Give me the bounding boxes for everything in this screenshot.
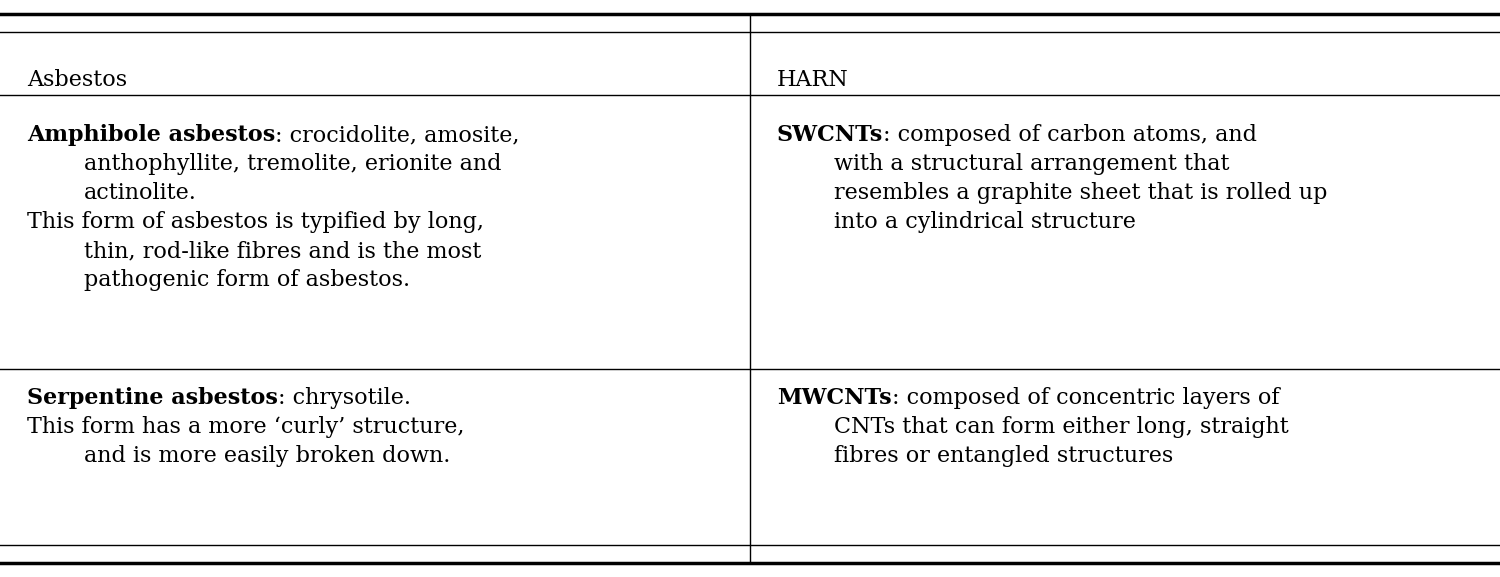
Text: pathogenic form of asbestos.: pathogenic form of asbestos. (84, 269, 410, 291)
Text: MWCNTs: MWCNTs (777, 387, 891, 409)
Text: resembles a graphite sheet that is rolled up: resembles a graphite sheet that is rolle… (834, 182, 1328, 204)
Text: into a cylindrical structure: into a cylindrical structure (834, 211, 1136, 233)
Text: actinolite.: actinolite. (84, 182, 196, 204)
Text: : composed of carbon atoms, and: : composed of carbon atoms, and (884, 124, 1257, 146)
Text: thin, rod-like fibres and is the most: thin, rod-like fibres and is the most (84, 240, 482, 262)
Text: This form has a more ‘curly’ structure,: This form has a more ‘curly’ structure, (27, 415, 465, 437)
Text: This form of asbestos is typified by long,: This form of asbestos is typified by lon… (27, 211, 484, 233)
Text: fibres or entangled structures: fibres or entangled structures (834, 445, 1173, 467)
Text: : chrysotile.: : chrysotile. (278, 387, 411, 409)
Text: SWCNTs: SWCNTs (777, 124, 883, 146)
Text: anthophyllite, tremolite, erionite and: anthophyllite, tremolite, erionite and (84, 153, 501, 175)
Text: Serpentine asbestos: Serpentine asbestos (27, 387, 278, 409)
Text: HARN: HARN (777, 69, 849, 91)
Text: with a structural arrangement that: with a structural arrangement that (834, 153, 1230, 175)
Text: Amphibole asbestos: Amphibole asbestos (27, 124, 276, 146)
Text: : crocidolite, amosite,: : crocidolite, amosite, (276, 124, 519, 146)
Text: : composed of concentric layers of: : composed of concentric layers of (891, 387, 1280, 409)
Text: Asbestos: Asbestos (27, 69, 128, 91)
Text: CNTs that can form either long, straight: CNTs that can form either long, straight (834, 415, 1288, 437)
Text: and is more easily broken down.: and is more easily broken down. (84, 445, 450, 467)
